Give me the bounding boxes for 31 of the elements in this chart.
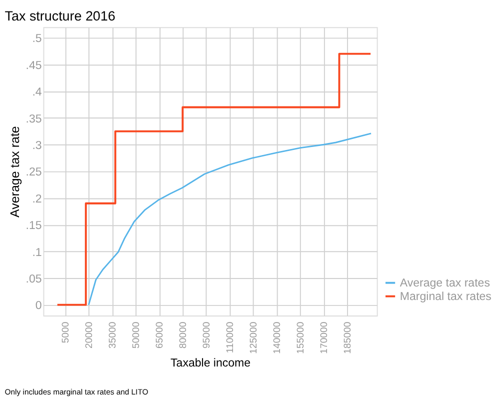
y-tick-label: .3 [32, 140, 42, 152]
y-tick-label: .05 [26, 273, 42, 286]
x-tick-label: 140000 [272, 322, 283, 354]
legend-label: Average tax rates [400, 278, 490, 290]
x-tick-label: 125000 [248, 322, 260, 354]
x-tick-label: 95000 [201, 322, 212, 349]
y-tick-label: 0 [35, 300, 42, 312]
x-tick-label: 185000 [342, 322, 354, 354]
y-tick-label: .35 [26, 113, 42, 126]
text: Only includes marginal tax rates and LITO [4, 387, 148, 396]
x-tick-label: 65000 [154, 322, 166, 349]
x-tick-label: 170000 [318, 322, 330, 354]
y-axis-title: Average tax rate [8, 126, 22, 218]
y-tick-label: .25 [26, 166, 42, 179]
y-tick-label: .5 [32, 33, 42, 46]
x-tick-label: 50000 [131, 322, 142, 349]
y-tick-label: .1 [32, 246, 42, 259]
x-tick-label: 80000 [178, 322, 190, 349]
y-tick-label: .15 [26, 220, 42, 232]
legend-label: Marginal tax rates [400, 291, 492, 304]
x-tick-label: 35000 [108, 322, 119, 349]
y-tick-label: .4 [32, 86, 42, 99]
x-tick-label: 155000 [295, 322, 306, 354]
line-series [88, 132, 372, 306]
x-tick-label: 5000 [60, 322, 72, 344]
x-tick-label: 20000 [84, 322, 96, 349]
y-tick-label: .45 [26, 60, 42, 72]
chart-title: Tax structure 2016 [4, 8, 116, 24]
x-axis-title: Taxable income [170, 357, 251, 370]
x-tick-label: 110000 [224, 322, 236, 354]
y-tick-label: .2 [32, 193, 42, 206]
